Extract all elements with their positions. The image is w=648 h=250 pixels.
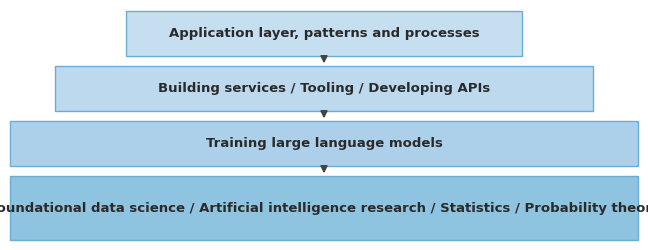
FancyBboxPatch shape: [55, 66, 593, 111]
Text: Foundational data science / Artificial intelligence research / Statistics / Prob: Foundational data science / Artificial i…: [0, 202, 648, 214]
FancyBboxPatch shape: [10, 121, 638, 166]
FancyBboxPatch shape: [126, 11, 522, 56]
Text: Application layer, patterns and processes: Application layer, patterns and processe…: [168, 27, 480, 40]
Text: Building services / Tooling / Developing APIs: Building services / Tooling / Developing…: [158, 82, 490, 95]
FancyBboxPatch shape: [10, 176, 638, 240]
Text: Training large language models: Training large language models: [205, 137, 443, 150]
